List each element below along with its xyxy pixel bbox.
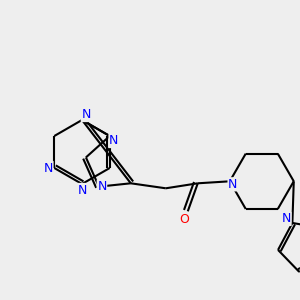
Text: N: N [81, 109, 91, 122]
Text: N: N [228, 178, 238, 191]
Text: N: N [109, 134, 118, 148]
Text: N: N [77, 184, 87, 196]
Text: N: N [282, 212, 291, 225]
Text: O: O [179, 213, 189, 226]
Text: N: N [44, 161, 53, 175]
Text: N: N [97, 180, 106, 193]
